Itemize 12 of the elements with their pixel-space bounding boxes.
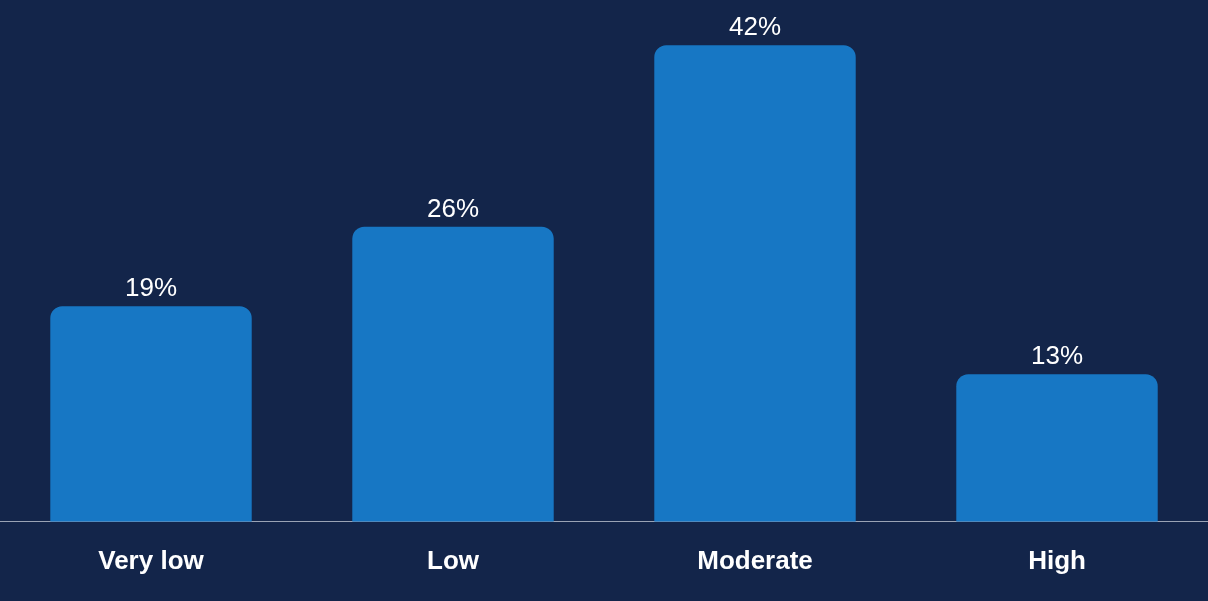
x-tick-label: Low [427, 544, 480, 575]
x-tick-label: Very low [98, 544, 205, 575]
data-label: 26% [426, 192, 480, 223]
bar [352, 226, 554, 522]
bar [654, 45, 856, 522]
x-tick-label: Moderate [697, 544, 813, 575]
x-tick-label: High [1028, 544, 1086, 575]
data-label: 42% [728, 11, 782, 42]
bar [956, 374, 1158, 522]
bar [50, 306, 252, 522]
data-label: 19% [124, 272, 178, 303]
data-label: 13% [1030, 340, 1084, 371]
